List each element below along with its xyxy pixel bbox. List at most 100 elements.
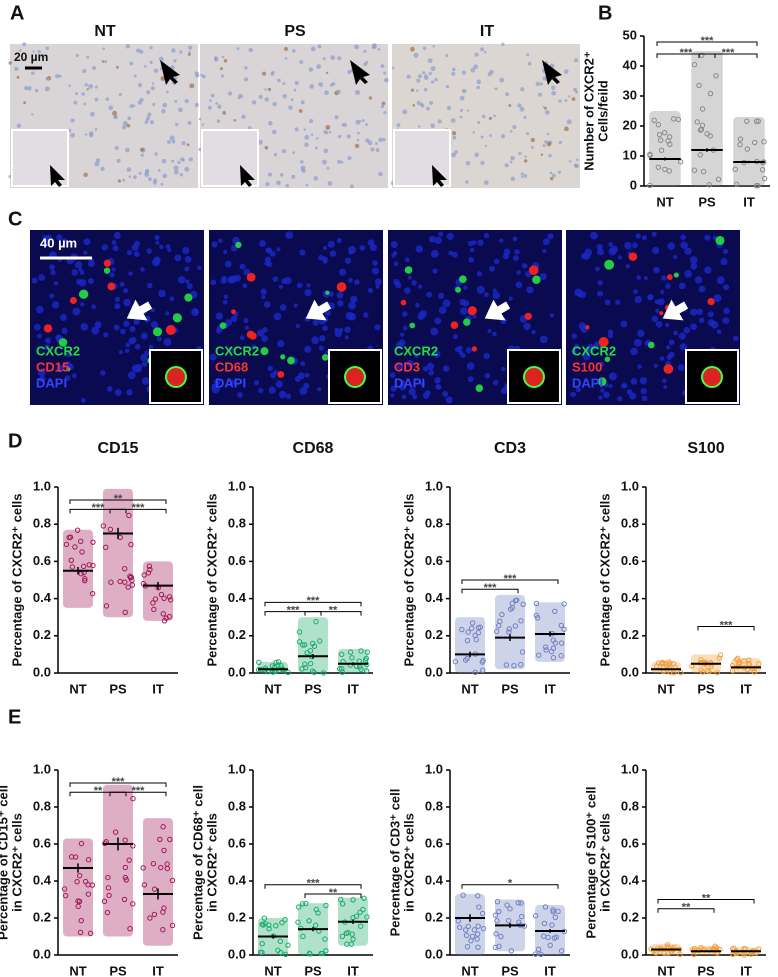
nucleus [365, 123, 368, 126]
nucleus [452, 67, 456, 72]
nucleus [31, 113, 34, 116]
nucleus [73, 100, 78, 105]
point-deco [361, 895, 367, 901]
dapi [442, 365, 450, 372]
nucleus [272, 101, 277, 107]
signal [673, 272, 679, 278]
point-deco [128, 541, 134, 548]
stain-label: CXCR2 [572, 343, 616, 358]
nucleus [94, 97, 99, 102]
dapi [91, 326, 100, 335]
dapi [49, 293, 55, 299]
point-deco [558, 948, 565, 954]
nucleus [282, 82, 286, 86]
y-tick-label: 1.0 [228, 761, 246, 776]
nucleus [459, 95, 465, 101]
point-deco [106, 892, 112, 899]
y-axis-label: Percentage of CXCR2⁺ cells [401, 493, 416, 666]
nucleus [32, 50, 35, 53]
signal [663, 364, 674, 374]
nucleus [383, 111, 387, 115]
point-deco [163, 615, 169, 621]
significance-bracket [69, 782, 167, 787]
y-tick-label: 1.0 [33, 478, 51, 493]
nucleus [300, 165, 306, 171]
y-tick-label: 0.8 [621, 798, 639, 813]
dapi [348, 250, 354, 255]
y-tick-label: 1.0 [621, 478, 639, 493]
dapi [415, 302, 420, 308]
dapi [608, 242, 614, 247]
significance-bracket [697, 626, 755, 631]
dapi [126, 249, 133, 256]
nucleus [147, 112, 152, 117]
point-deco [151, 606, 157, 613]
nucleus [23, 101, 27, 104]
dapi [632, 242, 638, 249]
nucleus [417, 125, 421, 128]
stain-label: S100 [572, 359, 602, 374]
dapi [603, 391, 610, 399]
nucleus [70, 132, 76, 138]
dapi [239, 335, 245, 341]
dapi [600, 388, 605, 393]
nucleus [161, 158, 167, 164]
y-tick-label: 0.4 [228, 872, 247, 887]
point-deco [507, 906, 513, 912]
dapi [112, 245, 119, 252]
y-tick-label: 0.2 [621, 627, 639, 642]
dapi [230, 315, 238, 323]
point-deco [295, 919, 301, 925]
signal [648, 341, 655, 349]
nucleus [317, 44, 322, 49]
nucleus [123, 121, 128, 126]
dapi [372, 260, 378, 266]
nucleus [214, 56, 218, 60]
dapi [169, 296, 175, 302]
nucleus [115, 65, 119, 69]
point-deco [558, 640, 565, 646]
dapi [127, 371, 136, 380]
dapi [141, 377, 150, 385]
nucleus [544, 140, 548, 144]
point-deco [161, 618, 168, 624]
dapi [237, 391, 243, 398]
stain-label: CXCR2 [36, 343, 80, 358]
dapi [435, 384, 441, 390]
nucleus [310, 133, 314, 136]
dapi [299, 249, 306, 256]
dapi [140, 354, 148, 362]
nucleus [45, 46, 50, 51]
point-deco [158, 864, 164, 871]
dapi [539, 272, 547, 281]
y-tick-label: 0.4 [228, 590, 247, 605]
point-deco [126, 512, 132, 519]
nucleus [179, 173, 184, 177]
nucleus [264, 88, 267, 91]
dapi [515, 281, 523, 289]
dapi [467, 240, 474, 247]
dapi [71, 269, 78, 276]
dapi [38, 274, 46, 281]
point-deco [520, 601, 526, 608]
signal [459, 275, 467, 284]
panel-label: D [8, 430, 22, 452]
dapi [267, 365, 274, 372]
nucleus [27, 85, 32, 91]
dapi [61, 327, 68, 335]
significance-bracket [69, 508, 127, 514]
panel-label: E [8, 706, 21, 728]
point-deco [160, 909, 166, 915]
point-deco [317, 638, 323, 644]
nucleus [542, 144, 546, 148]
dapi [698, 285, 706, 293]
nucleus [294, 127, 299, 132]
dapi [83, 238, 91, 246]
nucleus [215, 102, 219, 105]
dapi [278, 284, 283, 289]
stain-label: DAPI [394, 375, 425, 390]
point-deco [506, 626, 513, 632]
dapi [263, 301, 271, 308]
point-deco [755, 118, 761, 124]
point-deco [666, 168, 672, 174]
